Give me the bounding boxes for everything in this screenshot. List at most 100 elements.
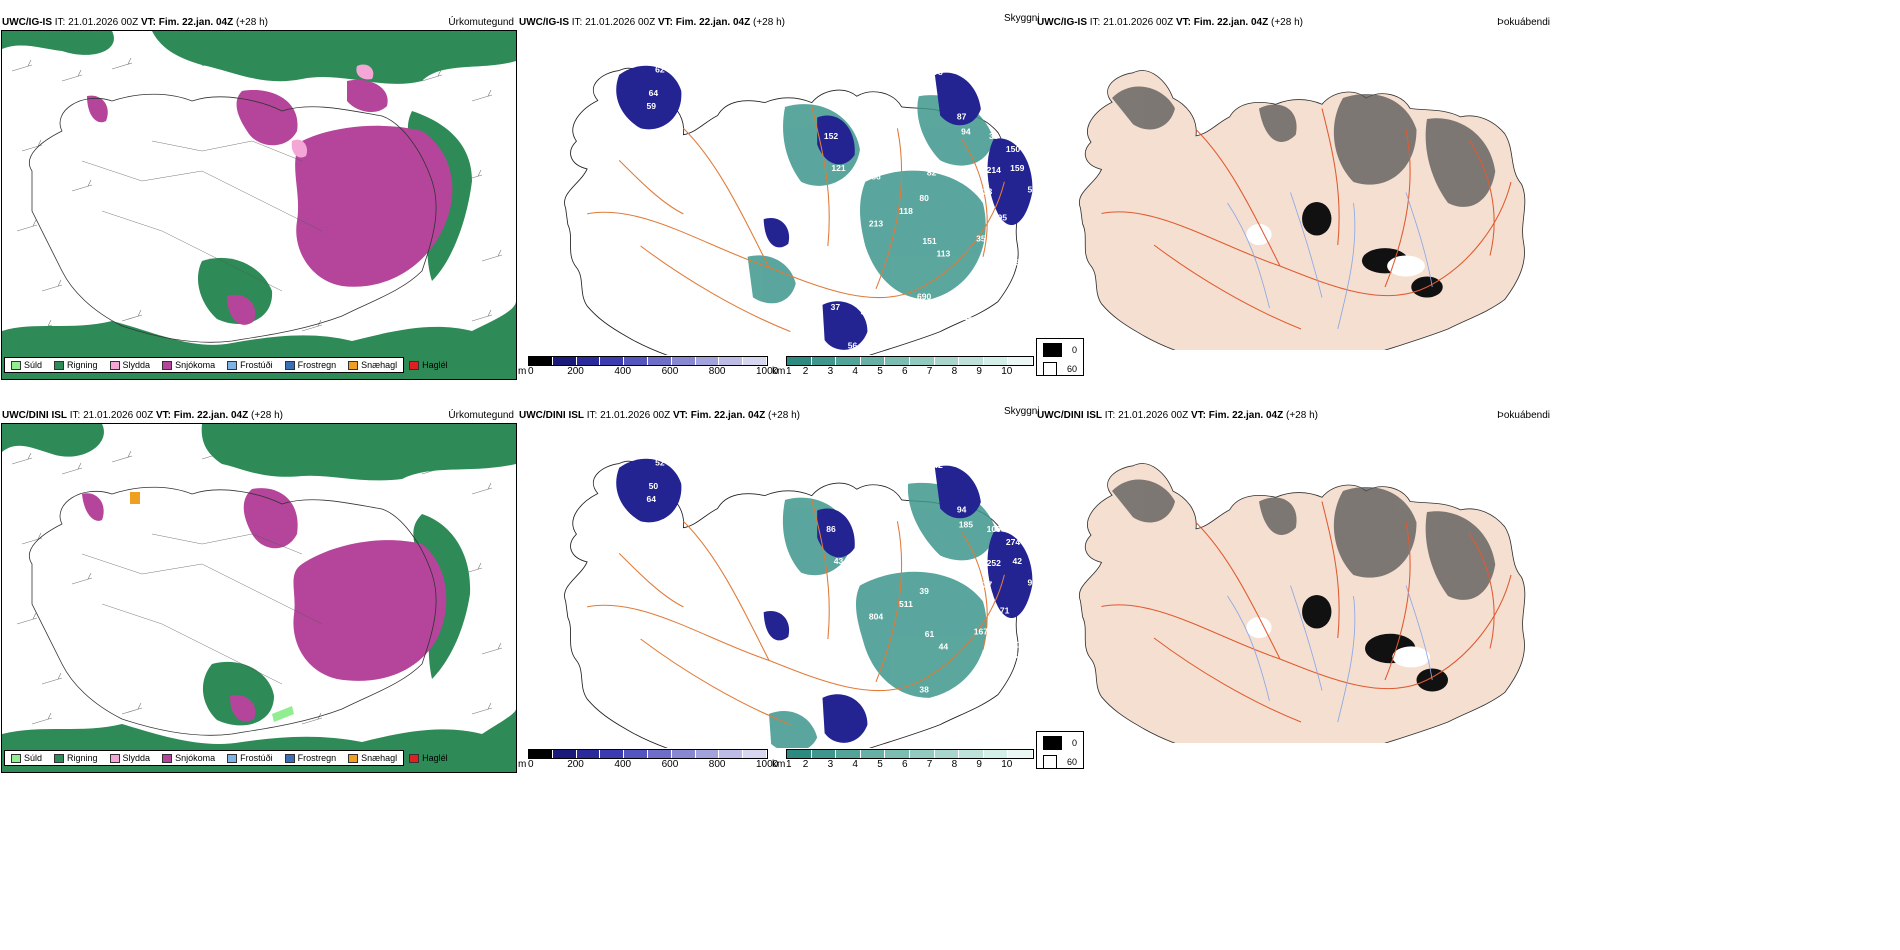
legend-item: Snjókoma [162,360,215,370]
colorbar-segment [836,357,861,365]
colorbar-segment [600,750,625,758]
low-ceiling-area [817,115,855,165]
init-time: 21.01.2026 00Z [1103,17,1174,28]
legend-label: Rigning [67,360,98,370]
fog-legend-label: 60 [1066,757,1077,767]
ceiling-value-label: 50 [649,481,659,491]
ceiling-value-label: 690 [917,292,932,302]
legend-swatch [11,360,21,370]
colorbar-tick-label: 400 [614,366,632,377]
fog-legend-item: 0 [1043,343,1077,357]
fog-legend-item: 60 [1043,755,1077,769]
colorbar-segment [811,750,837,758]
legend-label: Slydda [122,753,151,763]
fog-legend-2: 0 60 [1036,731,1084,769]
drizzle-areas [272,706,294,722]
legend-swatch [162,360,173,370]
vis-unit-2: km [772,759,786,770]
low-ceiling-area [987,531,1033,619]
legend-label: Slydda [122,360,151,370]
fog-map-2 [1078,463,1526,743]
legend-label: Súld [24,360,43,370]
colorbar-tick-label: 8 [951,366,958,377]
legend-item: Rigning [54,753,98,763]
legend-item: Frostúði [227,360,273,370]
fog-legend-label: 0 [1071,345,1077,355]
colorbar-segment [885,357,910,365]
ceiling-value-label: 151 [922,236,937,246]
fog-legend-swatch [1043,736,1062,750]
road-network [1101,108,1512,330]
legend-swatch [109,753,120,763]
ceiling-value-label: 237 [978,580,993,590]
road-network [586,499,1005,726]
ceiling-value-label: 64 [647,494,657,504]
ceiling-value-label: 69 [993,270,1003,280]
colorbar-tick-label: 400 [614,759,632,770]
colorbar-segment [624,750,648,758]
ceiling-value-label: 88 [666,48,676,58]
colorbar-tick-label: 9 [976,759,982,770]
ceiling-value-label: 118 [899,206,913,216]
colorbar-tick-label: 10 [1001,366,1013,377]
lead-time: (+28 h) [1286,410,1318,421]
vis-header-2: UWC/DINI ISL IT: 21.01.2026 00Z VT: Fim.… [519,410,800,422]
precip-map-1 [2,31,516,379]
colorbar-segment [719,357,744,365]
colorbar-segment [909,357,935,365]
ceiling-value-label: 46 [963,313,973,323]
legend-item: Frostregn [284,360,336,370]
colorbar-tick-label: 1000 [756,366,779,377]
legend-swatch [284,360,295,370]
colorbar-segment [647,357,672,365]
colorbar-segment [787,750,812,758]
valid-time: Fim. 22.jan. 04Z [158,17,234,28]
fog-white-patches [1246,617,1431,668]
ceiling-ticks-1: 0 200 400 600 800 1000 [528,366,778,378]
legend-item: Snæhagl [348,360,397,370]
precip-title-1: Úrkomutegund [448,17,514,28]
colorbar-segment [695,357,720,365]
ceiling-value-label: 87 [957,112,967,122]
vis-unit-1: km [772,366,786,377]
colorbar-segment [576,750,601,758]
ceiling-value-label: 78 [933,67,943,77]
colorbar-segment [1008,750,1033,758]
ceiling-value-label: 40 [948,443,958,453]
low-visibility-area [747,255,796,304]
fog-title-1: Þokuábendi [1497,17,1550,28]
low-ceiling-area [817,508,855,558]
fog-white-patches [1246,223,1425,277]
vis-title-2: Skyggni [1004,406,1040,417]
precip-map-frame-2 [1,423,517,773]
colorbar-tick-label: 5 [877,759,883,770]
legend-swatch [284,753,295,763]
ceiling-value-label: 113 [937,249,951,259]
model-name: UWC/IG-IS [2,17,52,28]
legend-swatch [54,753,65,763]
ceiling-unit-1: m [518,366,527,377]
ceiling-unit-2: m [518,759,527,770]
legend-label: Snjókoma [175,360,216,370]
valid-time: Fim. 22.jan. 04Z [690,410,766,421]
ceiling-value-label: 63 [1008,650,1018,660]
ceiling-value-label: 171 [995,605,1010,615]
colorbar-tick-label: 3 [827,366,834,377]
river-network [1227,192,1433,330]
legend-label: Frostúði [240,753,273,763]
ceiling-value-label: 59 [647,101,657,111]
ceiling-value-label: 804 [869,612,884,622]
colorbar-tick-label: 2 [802,366,809,377]
precip-header-1: UWC/IG-IS IT: 21.01.2026 00Z VT: Fim. 22… [2,17,268,29]
ceiling-value-label: 274 [1006,537,1021,547]
ceiling-value-label: 62 [721,112,731,122]
ceiling-value-label: 159 [1010,163,1025,173]
low-visibility-area [855,571,987,698]
init-time: 21.01.2026 00Z [1118,410,1189,421]
valid-label: VT: [155,410,171,421]
legend-label: Rigning [67,753,98,763]
colorbar-tick-label: 1 [786,366,792,377]
colorbar-segment [600,357,625,365]
ceiling-value-label: 83 [869,150,879,160]
colorbar-segment [624,357,648,365]
